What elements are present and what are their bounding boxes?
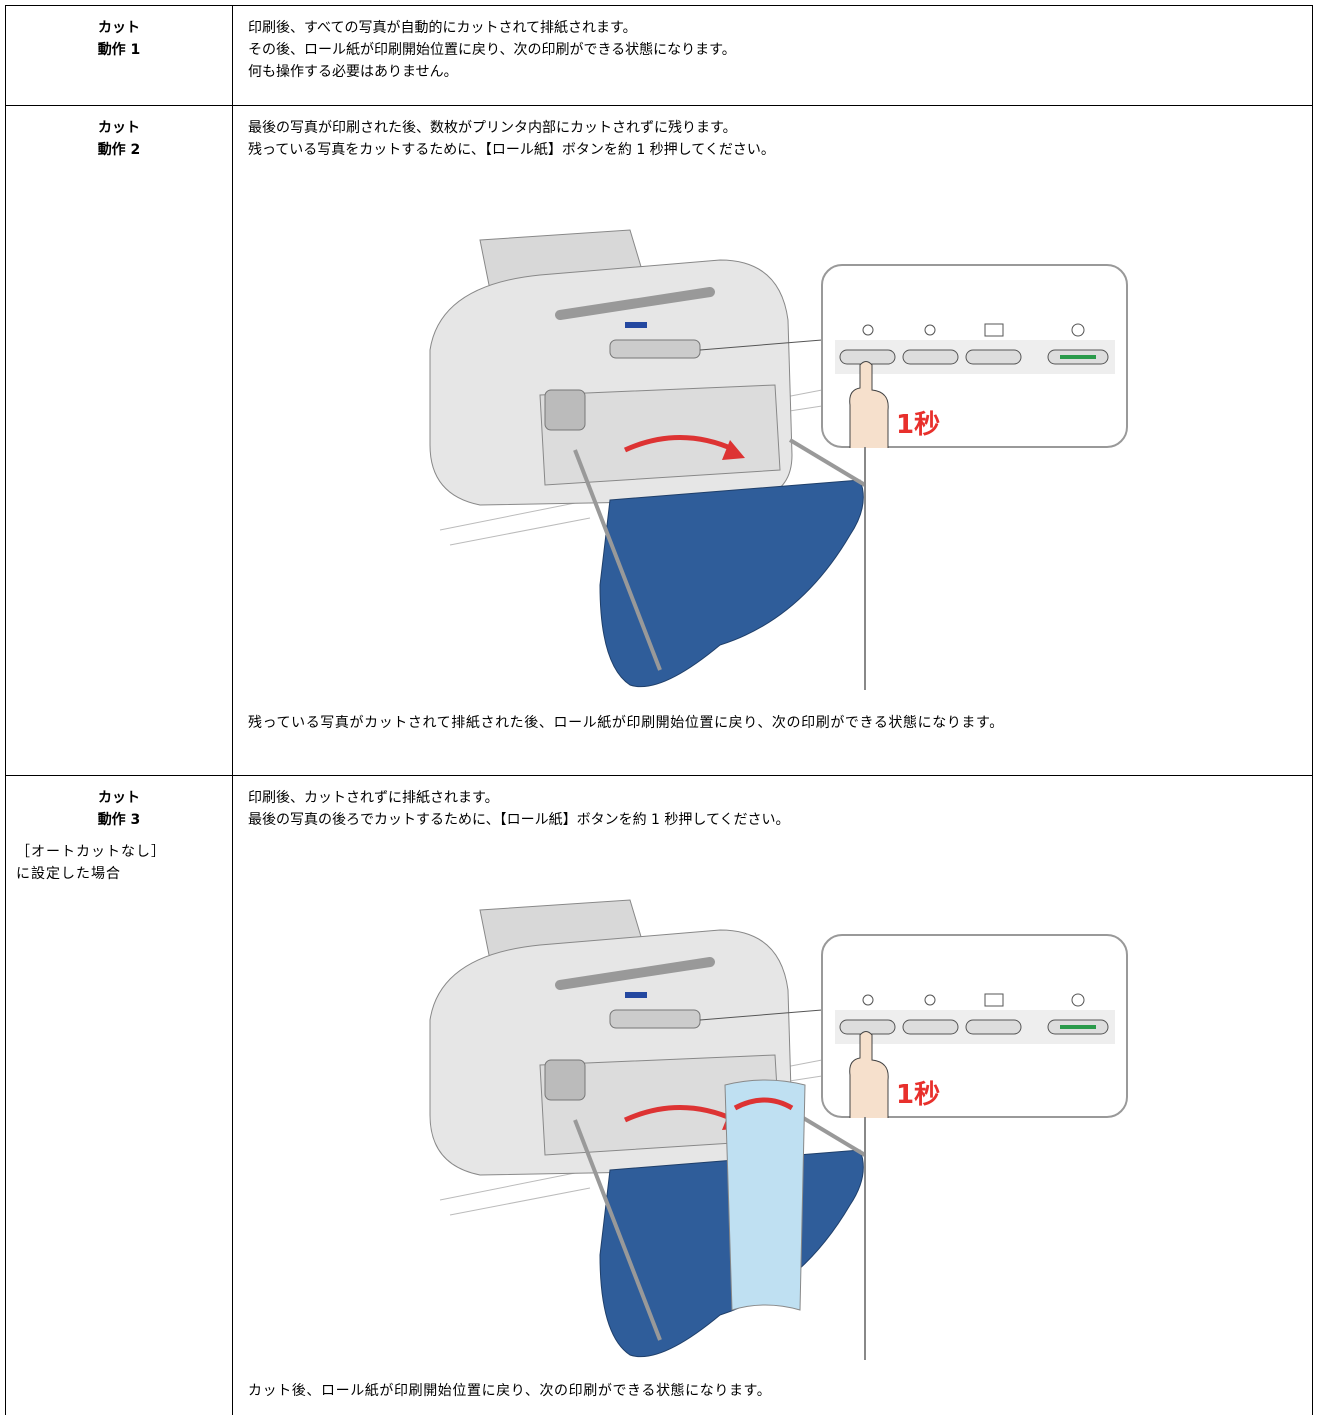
illustration-shape bbox=[862, 324, 874, 336]
illustration-shape bbox=[625, 322, 647, 328]
illustration-shape bbox=[609, 1009, 701, 1029]
illustration-shape bbox=[1071, 323, 1085, 337]
row-note: に設定した場合 bbox=[16, 866, 121, 882]
illustration-shape bbox=[449, 1187, 591, 1216]
figure-label: 1秒 bbox=[896, 1080, 940, 1110]
illustration-shape bbox=[724, 1079, 806, 1311]
figure-label: 1秒 bbox=[896, 410, 940, 440]
row-after-text: カット後、ロール紙が印刷開始位置に戻り、次の印刷ができる状態になります。 bbox=[248, 1383, 772, 1399]
row-label: 動作 1 bbox=[97, 42, 141, 58]
illustration-shape bbox=[623, 1105, 737, 1123]
illustration-shape bbox=[539, 384, 781, 486]
illustration-shape bbox=[699, 339, 823, 351]
illustration-shape bbox=[722, 440, 745, 460]
illustration-shape bbox=[849, 361, 889, 448]
row-label: 動作 2 bbox=[97, 142, 141, 158]
border bbox=[5, 5, 1313, 6]
illustration-shape bbox=[965, 349, 1022, 365]
illustration-shape bbox=[984, 323, 1004, 337]
illustration-shape bbox=[849, 1031, 889, 1118]
illustration-shape bbox=[965, 1019, 1022, 1035]
row-text: 最後の写真が印刷された後、数枚がプリンタ内部にカットされずに残ります。 bbox=[248, 120, 737, 136]
illustration: 1秒 bbox=[429, 229, 1128, 690]
row-label: カット bbox=[98, 790, 140, 806]
illustration-shape bbox=[788, 438, 867, 487]
illustration-shape bbox=[573, 1119, 662, 1341]
illustration-shape bbox=[862, 994, 874, 1006]
illustration-shape bbox=[625, 992, 647, 998]
row-text: その後、ロール紙が印刷開始位置に戻り、次の印刷ができる状態になります。 bbox=[248, 42, 736, 58]
illustration-shape bbox=[733, 1097, 794, 1111]
row-text: 最後の写真の後ろでカットするために、【ロール紙】ボタンを約 1 秒押してください… bbox=[248, 812, 790, 828]
illustration-shape bbox=[573, 449, 662, 671]
illustration-shape bbox=[555, 957, 715, 990]
row-label: 動作 3 bbox=[97, 812, 141, 828]
row-text: 残っている写真をカットするために、【ロール紙】ボタンを約 1 秒押してください。 bbox=[248, 142, 775, 158]
border bbox=[232, 5, 233, 1415]
illustration-shape bbox=[609, 339, 701, 359]
row-after-text: 残っている写真がカットされて排紙された後、ロール紙が印刷開始位置に戻り、次の印刷… bbox=[248, 715, 1004, 731]
row-text: 何も操作する必要はありません。 bbox=[248, 64, 458, 80]
illustration-shape bbox=[599, 479, 864, 688]
illustration-shape bbox=[555, 287, 715, 320]
border bbox=[5, 775, 1313, 776]
illustration-shape bbox=[1071, 993, 1085, 1007]
border bbox=[1312, 5, 1313, 1415]
border bbox=[5, 105, 1313, 106]
illustration-shape bbox=[924, 994, 936, 1006]
illustration-shape bbox=[902, 1019, 959, 1035]
illustration-shape bbox=[623, 435, 737, 453]
row-label: カット bbox=[98, 120, 140, 136]
row-note: ［オートカットなし］ bbox=[16, 844, 166, 860]
illustration-shape bbox=[439, 499, 591, 531]
illustration-shape bbox=[544, 1059, 586, 1101]
row-text: 印刷後、カットされずに排紙されます。 bbox=[248, 790, 499, 806]
illustration-shape bbox=[544, 389, 586, 431]
border bbox=[5, 5, 6, 1415]
illustration-shape bbox=[902, 349, 959, 365]
illustration-shape bbox=[439, 1169, 591, 1201]
row-label: カット bbox=[98, 20, 140, 36]
illustration-shape bbox=[699, 1009, 823, 1021]
illustration: 1秒 bbox=[429, 899, 1128, 1360]
row-text: 印刷後、すべての写真が自動的にカットされて排紙されます。 bbox=[248, 20, 637, 36]
illustration-shape bbox=[449, 517, 591, 546]
illustration-shape bbox=[984, 993, 1004, 1007]
illustration-shape bbox=[924, 324, 936, 336]
